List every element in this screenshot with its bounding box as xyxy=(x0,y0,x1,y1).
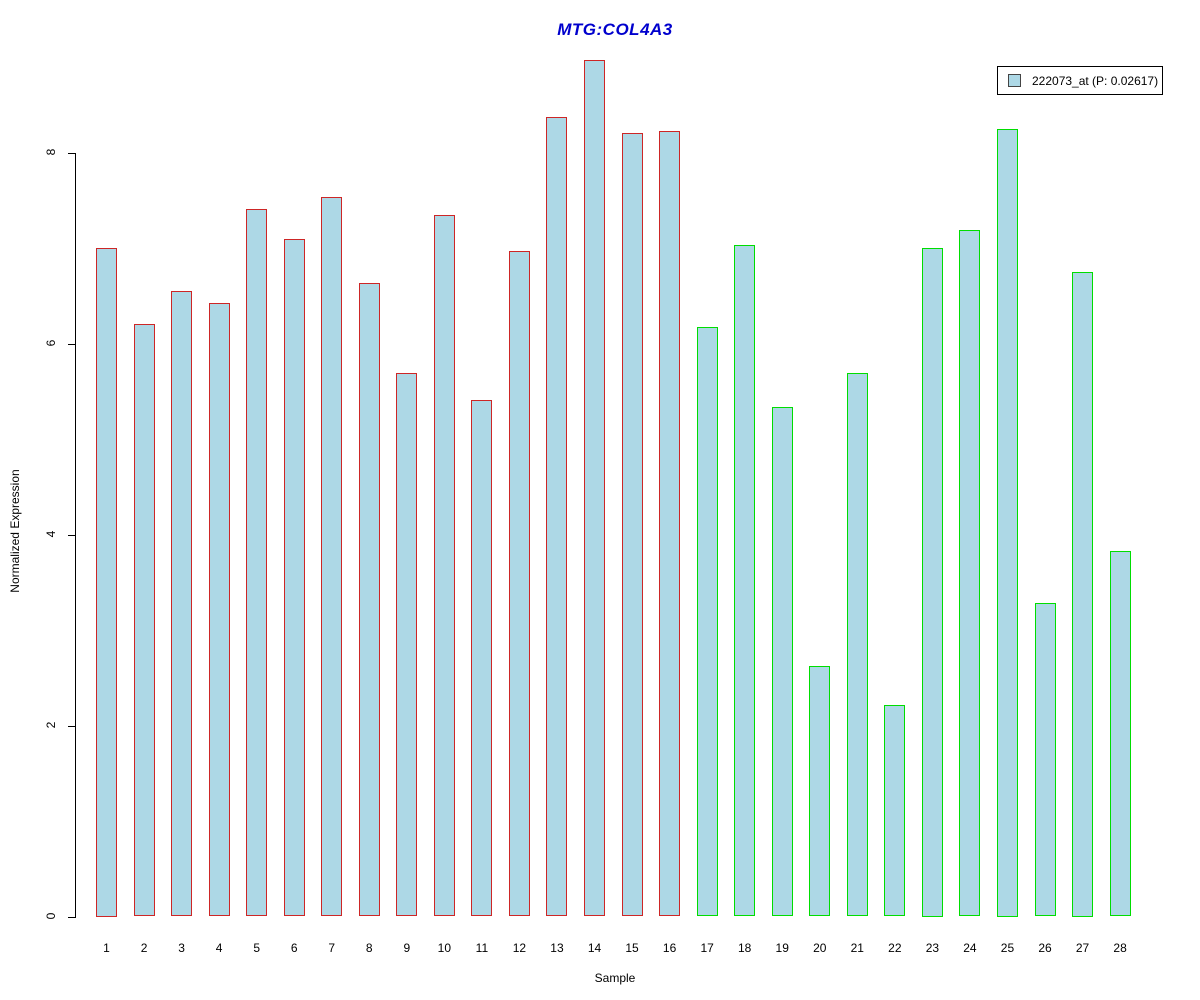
bar-sample-27 xyxy=(1072,271,1094,917)
y-axis-line xyxy=(75,152,76,918)
y-tick-label: 6 xyxy=(44,339,58,346)
x-tick-label-8: 8 xyxy=(365,941,373,955)
x-tick-label-21: 21 xyxy=(850,941,864,955)
x-tick-label-27: 27 xyxy=(1075,941,1090,955)
x-tick-label-9: 9 xyxy=(403,941,411,955)
bar-sample-24 xyxy=(959,229,981,917)
bar-sample-3 xyxy=(171,290,193,917)
x-tick-label-10: 10 xyxy=(437,941,452,955)
x-tick-label-5: 5 xyxy=(253,941,260,955)
bar-sample-5 xyxy=(246,208,268,917)
bar-sample-1 xyxy=(96,248,117,917)
x-tick-label-18: 18 xyxy=(737,941,752,955)
legend-swatch-icon xyxy=(1008,74,1021,87)
x-tick-label-22: 22 xyxy=(888,941,902,955)
x-tick-label-6: 6 xyxy=(290,941,298,955)
bar-sample-12 xyxy=(508,250,530,917)
bar-sample-13 xyxy=(546,117,568,917)
bar-sample-20 xyxy=(809,666,831,917)
bar-sample-4 xyxy=(208,303,230,917)
bar-sample-9 xyxy=(396,373,418,917)
bar-sample-22 xyxy=(884,705,906,917)
bar-sample-23 xyxy=(921,248,943,917)
x-tick-label-16: 16 xyxy=(662,941,677,955)
bar-sample-2 xyxy=(133,324,155,917)
bar-sample-14 xyxy=(584,59,606,917)
bar-sample-18 xyxy=(734,245,756,917)
bar-sample-7 xyxy=(321,197,343,917)
y-tick-label: 2 xyxy=(44,721,58,728)
chart-title: MTG:COL4A3 xyxy=(557,20,673,39)
bar-sample-11 xyxy=(471,399,493,917)
x-tick-label-17: 17 xyxy=(700,941,714,955)
bar-sample-6 xyxy=(283,239,305,917)
y-tick-mark xyxy=(68,534,75,536)
x-tick-label-15: 15 xyxy=(625,941,639,955)
x-tick-label-28: 28 xyxy=(1113,941,1127,955)
x-tick-label-3: 3 xyxy=(178,941,185,955)
x-tick-label-26: 26 xyxy=(1038,941,1052,955)
y-tick-label: 0 xyxy=(44,912,58,919)
x-tick-label-23: 23 xyxy=(925,941,940,955)
x-tick-label-20: 20 xyxy=(813,941,827,955)
x-axis-title: Sample xyxy=(594,971,636,985)
x-tick-label-7: 7 xyxy=(328,941,336,955)
y-axis-title: Normalized Expression xyxy=(8,469,22,593)
bar-sample-19 xyxy=(771,406,793,917)
y-tick-mark xyxy=(68,152,75,154)
bar-sample-28 xyxy=(1109,550,1131,917)
y-tick-label: 8 xyxy=(44,148,58,155)
x-tick-label-2: 2 xyxy=(140,941,148,955)
x-tick-label-25: 25 xyxy=(1000,941,1015,955)
legend-box: 222073_at (P: 0.02617) xyxy=(997,66,1163,95)
x-tick-label-11: 11 xyxy=(475,941,489,955)
x-tick-label-13: 13 xyxy=(550,941,564,955)
y-tick-label: 4 xyxy=(44,530,58,537)
bar-sample-10 xyxy=(433,214,455,917)
bar-sample-8 xyxy=(358,283,380,917)
legend-label: 222073_at (P: 0.02617) xyxy=(1032,73,1159,88)
x-tick-label-24: 24 xyxy=(963,941,977,955)
x-tick-label-19: 19 xyxy=(775,941,789,955)
x-tick-label-14: 14 xyxy=(587,941,602,955)
x-tick-label-1: 1 xyxy=(103,941,110,955)
bar-sample-17 xyxy=(696,327,718,917)
y-tick-mark xyxy=(68,916,75,918)
y-tick-mark xyxy=(68,725,75,727)
x-tick-label-4: 4 xyxy=(215,941,223,955)
bar-sample-25 xyxy=(996,128,1018,917)
x-tick-label-12: 12 xyxy=(512,941,527,955)
bar-sample-26 xyxy=(1034,603,1056,917)
y-tick-mark xyxy=(68,343,75,345)
bar-sample-16 xyxy=(659,131,681,917)
bar-sample-21 xyxy=(846,373,868,917)
bar-sample-15 xyxy=(621,133,643,917)
